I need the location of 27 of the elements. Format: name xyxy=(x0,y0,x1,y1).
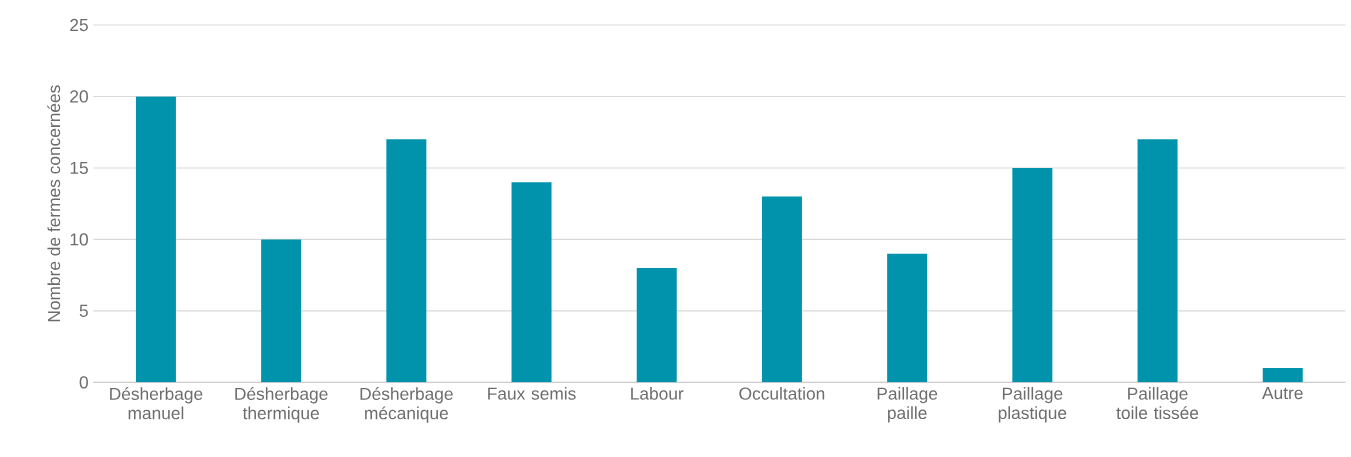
bar xyxy=(1262,368,1303,383)
y-tick-label: 25 xyxy=(70,18,88,32)
x-tick-label: Désherbage thermique xyxy=(235,387,328,423)
x-tick-label: Occultation xyxy=(739,387,825,400)
bar xyxy=(135,96,176,383)
x-tick-label: Labour xyxy=(631,387,684,400)
y-axis-title: Nombre de fermes concernées xyxy=(47,85,61,322)
x-tick-label: Faux semis xyxy=(488,387,576,400)
bar xyxy=(1012,167,1053,383)
bar xyxy=(761,196,802,383)
y-tick-label: 0 xyxy=(79,376,88,389)
x-tick-label: Paillage paille xyxy=(877,387,938,423)
y-tick-label: 20 xyxy=(70,90,88,103)
y-tick-label: 5 xyxy=(79,304,88,317)
bar xyxy=(1137,139,1178,383)
x-tick-label: Paillage plastique xyxy=(998,387,1067,423)
bar xyxy=(887,253,928,383)
x-tick-label: Autre xyxy=(1262,387,1303,400)
bar xyxy=(386,139,427,383)
bar xyxy=(511,182,552,383)
bar xyxy=(636,267,677,383)
x-tick-label: Désherbage manuel xyxy=(110,387,203,420)
x-tick-label: Paillage toile tissée xyxy=(1116,387,1199,420)
y-tick-label: 10 xyxy=(70,233,88,246)
bar xyxy=(261,239,302,383)
y-tick-label: 15 xyxy=(70,161,88,174)
x-tick-label: Désherbage mécanique xyxy=(360,387,453,423)
